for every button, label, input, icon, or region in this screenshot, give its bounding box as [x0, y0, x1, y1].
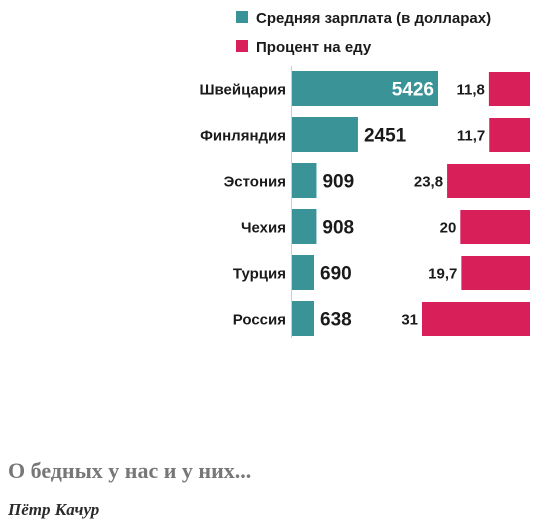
salary-bar	[292, 71, 438, 106]
country-label: Финляндия	[200, 128, 286, 145]
article-author[interactable]: Пётр Качур	[8, 500, 100, 519]
country-label: Россия	[233, 312, 286, 329]
food-percent-label: 19,7	[428, 266, 457, 283]
country-label: Эстония	[224, 174, 286, 191]
chart: Средняя зарплата (в долларах) Процент на …	[199, 10, 530, 338]
legend-swatch-2	[236, 40, 248, 52]
food-percent-bar	[422, 302, 530, 336]
country-label: Турция	[233, 266, 286, 283]
food-percent-label: 20	[440, 220, 457, 237]
food-percent-label: 11,8	[457, 82, 485, 99]
salary-value-label: 638	[320, 310, 352, 331]
salary-bar	[292, 255, 314, 290]
food-percent-label: 11,7	[457, 128, 485, 145]
salary-value-label: 2451	[364, 126, 407, 147]
food-percent-bar	[489, 118, 530, 152]
salary-bar	[292, 117, 358, 152]
article-title[interactable]: О бедных у нас и у них...	[8, 458, 252, 483]
legend-swatch-1	[236, 11, 248, 23]
country-label: Швейцария	[199, 82, 286, 99]
food-percent-bar	[460, 210, 530, 244]
food-percent-bar	[488, 72, 530, 106]
salary-value-label: 909	[322, 172, 354, 193]
legend-label-2: Процент на еду	[256, 39, 372, 56]
salary-value-label: 690	[320, 264, 352, 285]
country-label: Чехия	[241, 220, 286, 237]
salary-bar	[292, 301, 314, 336]
salary-bar	[292, 209, 317, 244]
food-percent-bar	[461, 256, 530, 290]
legend-label-1: Средняя зарплата (в долларах)	[256, 10, 491, 27]
salary-value-label: 908	[322, 218, 354, 239]
food-percent-label: 31	[401, 312, 418, 329]
salary-value-label: 5426	[392, 80, 434, 101]
food-percent-bar	[447, 164, 530, 198]
food-percent-label: 23,8	[414, 174, 443, 191]
salary-bar	[292, 163, 317, 198]
